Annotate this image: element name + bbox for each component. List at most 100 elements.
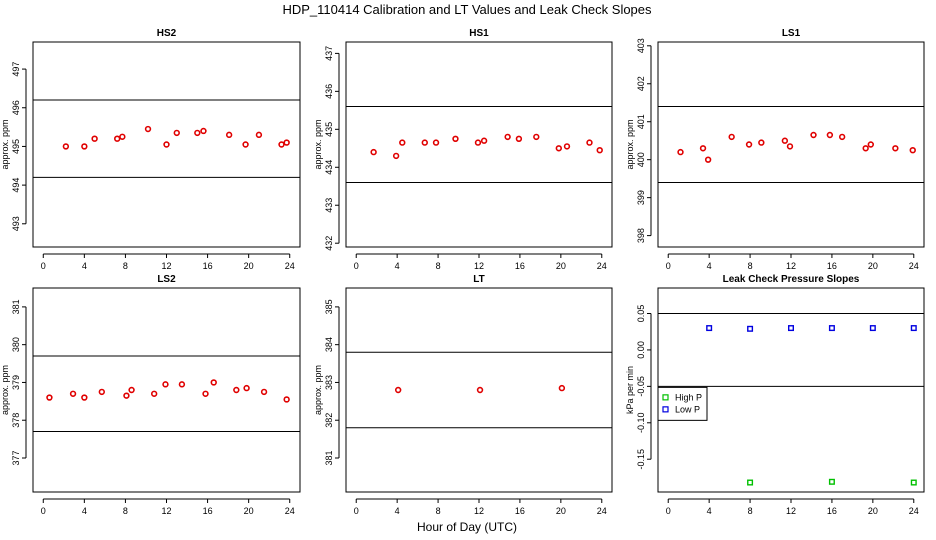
x-tick-label: 20 <box>868 506 878 516</box>
data-point <box>910 325 917 332</box>
data-point <box>867 141 874 148</box>
y-tick-label: 434 <box>324 160 334 175</box>
y-tick-label: 377 <box>11 450 21 465</box>
chart-panels: HS2 0 4 8 12 16 20 24 493 494 495 496 497 approx. ppm… <box>0 28 925 516</box>
data-point <box>173 129 180 137</box>
x-tick-label: 16 <box>515 261 525 271</box>
x-tick-label: 8 <box>436 506 441 516</box>
data-point <box>178 381 186 388</box>
data-point <box>728 133 735 141</box>
data-point <box>81 143 88 150</box>
y-tick-label: 0.00 <box>636 341 646 359</box>
y-axis-label: kPa per min <box>625 366 635 414</box>
data-point <box>399 139 406 146</box>
data-point <box>828 325 835 332</box>
data-point <box>392 152 400 160</box>
data-point <box>144 125 152 133</box>
data-point <box>128 386 135 394</box>
x-tick-label: 24 <box>597 506 607 516</box>
x-tick-label: 4 <box>707 506 712 516</box>
x-tick-label: 8 <box>436 261 441 271</box>
data-point <box>892 145 899 152</box>
x-tick-label: 8 <box>123 261 128 271</box>
panel-2: HS1 0 4 8 12 16 20 24 432 433 434 435 436 437 approx. … <box>313 28 613 271</box>
data-point <box>278 141 285 148</box>
y-tick-label: 494 <box>11 178 21 193</box>
data-point <box>163 141 170 148</box>
data-point <box>150 390 158 397</box>
y-tick-label: 493 <box>11 216 21 231</box>
x-tick-label: 4 <box>395 261 400 271</box>
data-point <box>909 146 916 154</box>
y-tick-label: 398 <box>636 228 646 243</box>
data-point <box>810 131 817 139</box>
y-tick-label: 433 <box>324 198 334 213</box>
x-tick-label: 12 <box>786 506 796 516</box>
y-tick-label: 381 <box>324 450 334 465</box>
data-point <box>788 325 795 332</box>
data-point <box>533 133 540 141</box>
panel-title: HS1 <box>469 28 489 39</box>
data-point <box>586 139 593 146</box>
data-point <box>558 384 566 392</box>
data-point <box>515 135 523 143</box>
plot-frame <box>345 287 613 493</box>
data-point <box>706 325 713 332</box>
x-tick-label: 16 <box>515 506 525 516</box>
data-point <box>432 139 440 146</box>
data-point <box>81 394 88 401</box>
x-tick-label: 0 <box>41 261 46 271</box>
data-point <box>243 384 250 392</box>
x-tick-label: 0 <box>41 506 46 516</box>
y-tick-label: -0.10 <box>636 413 646 434</box>
data-point <box>260 388 268 396</box>
panel-5: LT 0 4 8 12 16 20 24 381 382 383 384 385 approx. ppm <box>313 274 613 516</box>
legend-box <box>657 386 708 421</box>
x-tick-label: 12 <box>786 261 796 271</box>
y-tick-label: 436 <box>324 84 334 99</box>
y-tick-label: 385 <box>324 299 334 314</box>
x-tick-label: 24 <box>597 261 607 271</box>
y-tick-label: 384 <box>324 337 334 352</box>
data-point <box>202 390 209 397</box>
x-tick-label: 0 <box>354 506 359 516</box>
x-tick-label: 8 <box>123 506 128 516</box>
x-tick-label: 4 <box>395 506 400 516</box>
data-point <box>233 386 240 394</box>
panel-title: LT <box>473 274 484 285</box>
data-point <box>563 143 571 150</box>
y-axis-label: approx. ppm <box>313 119 323 169</box>
x-tick-label: 8 <box>748 261 753 271</box>
data-point <box>200 127 207 135</box>
x-tick-label: 24 <box>909 506 919 516</box>
data-point <box>69 390 77 397</box>
data-point <box>91 135 98 142</box>
x-tick-label: 16 <box>203 506 213 516</box>
y-tick-label: 400 <box>636 152 646 167</box>
y-tick-label: 381 <box>11 299 21 314</box>
y-tick-label: 437 <box>324 46 334 61</box>
panel-title: LS1 <box>782 28 801 39</box>
figure-title: HDP_110414 Calibration and LT Values and… <box>282 2 652 17</box>
y-tick-label: -0.15 <box>636 449 646 470</box>
data-point <box>162 381 169 388</box>
y-tick-label: 383 <box>324 375 334 390</box>
y-tick-label: 495 <box>11 139 21 154</box>
x-tick-label: 20 <box>868 261 878 271</box>
data-point <box>242 141 249 148</box>
data-point <box>255 131 263 139</box>
data-point <box>677 148 684 156</box>
panel-3: LS1 0 4 8 12 16 20 24 398 399 400 401 402 403 approx. … <box>625 28 925 271</box>
data-point <box>747 479 754 486</box>
x-tick-label: 20 <box>556 506 566 516</box>
y-tick-label: 497 <box>11 62 21 77</box>
data-point <box>283 396 290 403</box>
y-tick-label: 399 <box>636 190 646 205</box>
y-tick-label: 382 <box>324 413 334 428</box>
y-tick-label: 403 <box>636 38 646 53</box>
plot-frame <box>32 41 301 248</box>
x-tick-label: 20 <box>244 261 254 271</box>
data-point <box>826 131 834 139</box>
panel-title: LS2 <box>157 274 176 285</box>
